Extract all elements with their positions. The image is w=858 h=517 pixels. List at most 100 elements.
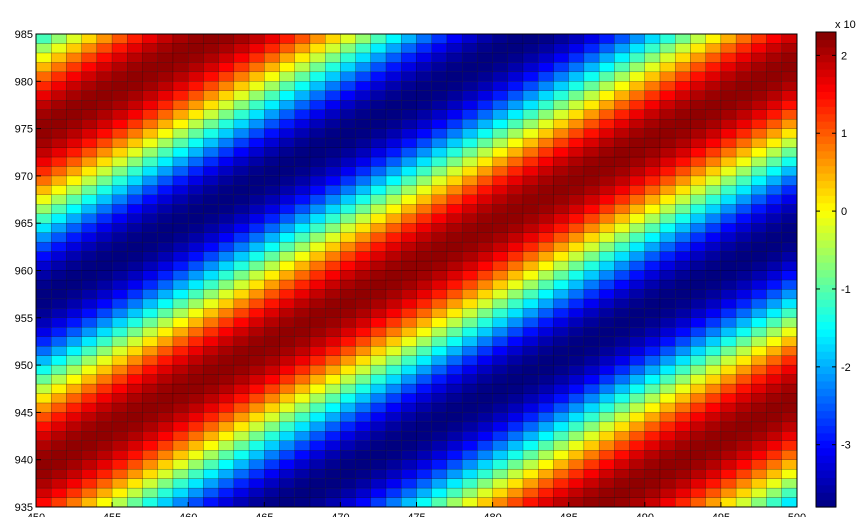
heatmap-cell xyxy=(248,147,265,158)
heatmap-cell xyxy=(325,308,341,318)
heatmap-cell xyxy=(492,459,508,470)
heatmap-cell xyxy=(751,118,767,129)
heatmap-cell xyxy=(233,194,250,205)
heatmap-cell xyxy=(598,194,615,205)
heatmap-cell xyxy=(385,109,402,120)
heatmap-cell xyxy=(233,487,250,498)
heatmap-cell xyxy=(248,440,265,451)
heatmap-cell xyxy=(538,62,554,73)
heatmap-cell xyxy=(248,374,265,385)
heatmap-cell xyxy=(522,393,539,404)
heatmap-cell xyxy=(81,421,98,432)
heatmap-cell xyxy=(598,52,615,63)
heatmap-cell xyxy=(583,468,600,479)
heatmap-cell xyxy=(157,90,174,101)
heatmap-cell xyxy=(51,137,67,148)
heatmap-cell xyxy=(264,175,280,186)
heatmap-cell xyxy=(233,279,250,290)
x-tick-label: 450 xyxy=(27,512,45,517)
heatmap-cell xyxy=(294,81,311,91)
heatmap-cell xyxy=(416,147,432,158)
heatmap-cell xyxy=(659,459,676,470)
heatmap-cell xyxy=(66,346,82,356)
heatmap-cell xyxy=(370,118,387,129)
heatmap-cell xyxy=(751,346,767,356)
heatmap-cell xyxy=(279,402,295,413)
heatmap-cell xyxy=(264,260,280,271)
heatmap-cell xyxy=(96,308,113,318)
heatmap-cell xyxy=(751,204,767,214)
heatmap-cell xyxy=(340,156,356,167)
heatmap-cell xyxy=(233,355,250,366)
heatmap-cell xyxy=(96,90,113,101)
heatmap-cell xyxy=(781,194,797,205)
heatmap-cell xyxy=(279,289,295,300)
heatmap-cell xyxy=(218,346,235,356)
heatmap-cell xyxy=(522,364,539,375)
heatmap-cell xyxy=(766,260,782,271)
x-tick-label: 490 xyxy=(636,512,654,517)
heatmap-cell xyxy=(325,175,341,186)
heatmap-cell xyxy=(355,62,372,73)
heatmap-cell xyxy=(248,137,265,148)
heatmap-cell xyxy=(477,43,493,54)
heatmap-cell xyxy=(172,298,189,309)
heatmap-cell xyxy=(598,34,615,44)
heatmap-cell xyxy=(248,298,265,309)
heatmap-cell xyxy=(416,402,432,413)
heatmap-cell xyxy=(690,156,706,167)
heatmap-cell xyxy=(629,62,645,73)
heatmap-cell xyxy=(538,497,554,507)
heatmap-cell xyxy=(416,279,432,290)
heatmap-cell xyxy=(720,109,737,120)
heatmap-cell xyxy=(325,393,341,404)
heatmap-cell xyxy=(659,156,676,167)
heatmap-cell xyxy=(127,374,143,385)
heatmap-cell xyxy=(614,223,630,233)
heatmap-cell xyxy=(781,468,797,479)
heatmap-cell xyxy=(203,100,219,110)
heatmap-cell xyxy=(248,213,265,224)
heatmap-cell xyxy=(553,497,569,507)
heatmap-cell xyxy=(355,270,372,281)
heatmap-cell xyxy=(583,260,600,271)
heatmap-cell xyxy=(675,440,691,451)
heatmap-cell xyxy=(36,34,52,44)
heatmap-cell xyxy=(294,223,311,233)
heatmap-cell xyxy=(142,175,158,186)
heatmap-cell xyxy=(203,166,219,177)
heatmap-cell xyxy=(96,468,113,479)
heatmap-cell xyxy=(51,128,67,139)
colorbar-swatch xyxy=(816,224,836,233)
heatmap-cell xyxy=(720,431,737,441)
heatmap-cell xyxy=(492,156,508,167)
heatmap-cell xyxy=(477,118,493,129)
heatmap-cell xyxy=(325,43,341,54)
heatmap-cell xyxy=(675,34,691,44)
heatmap-cell xyxy=(644,43,661,54)
heatmap-cell xyxy=(96,213,113,224)
heatmap-cell xyxy=(172,251,189,262)
heatmap-cell xyxy=(705,185,722,195)
heatmap-cell xyxy=(446,81,463,91)
colorbar-swatch xyxy=(816,269,836,278)
heatmap-cell xyxy=(96,62,113,73)
heatmap-cell xyxy=(461,62,478,73)
heatmap-cell xyxy=(538,374,554,385)
heatmap-cell xyxy=(735,497,752,507)
heatmap-cell xyxy=(401,402,417,413)
heatmap-cell xyxy=(507,71,524,82)
heatmap-cell xyxy=(279,128,295,139)
heatmap-cell xyxy=(294,298,311,309)
heatmap-cell xyxy=(279,204,295,214)
heatmap-cell xyxy=(96,402,113,413)
heatmap-cell xyxy=(401,175,417,186)
heatmap-cell xyxy=(538,194,554,205)
heatmap-cell xyxy=(96,43,113,54)
heatmap-cell xyxy=(96,497,113,507)
heatmap-cell xyxy=(111,421,128,432)
heatmap-cell xyxy=(309,421,326,432)
heatmap-cell xyxy=(766,355,782,366)
heatmap-cell xyxy=(614,34,630,44)
heatmap-cell xyxy=(385,364,402,375)
